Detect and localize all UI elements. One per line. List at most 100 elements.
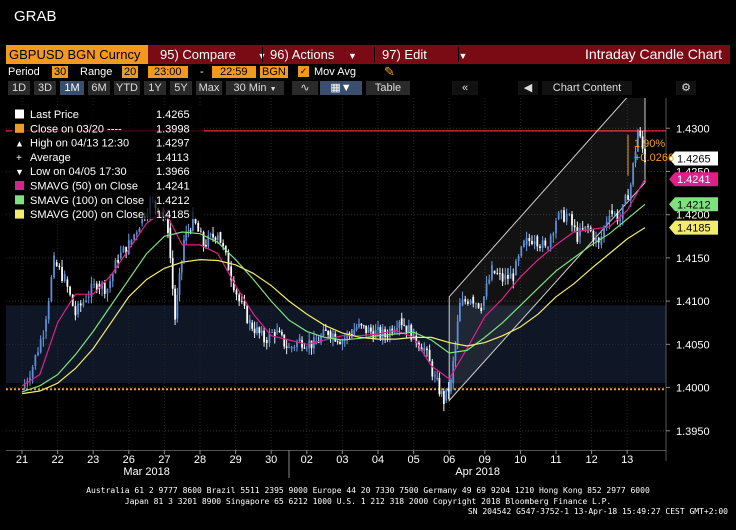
candle-body — [613, 212, 616, 214]
candle-body — [271, 331, 273, 333]
candle-body — [296, 341, 298, 347]
candle-body — [466, 301, 469, 304]
chevron-down-icon: ▼ — [458, 51, 468, 61]
line-chart-icon[interactable]: ∿ — [292, 81, 318, 95]
candle-body — [350, 334, 353, 335]
annotation-pct: 1.90% — [634, 138, 665, 150]
legend-label: Close on 03/20 ---- — [30, 123, 122, 135]
footer-copyright: Japan 81 3 3201 8900 Singapore 65 6212 1… — [124, 497, 612, 506]
x-group-label: Apr 2018 — [455, 466, 500, 478]
candle-body — [199, 231, 202, 233]
divider — [458, 47, 459, 62]
range-button-3d[interactable]: 3D — [34, 81, 56, 95]
candle-chart-icon[interactable]: ▦▼ — [320, 81, 362, 95]
candle-body — [496, 273, 499, 275]
pencil-icon[interactable]: ✎ — [384, 64, 395, 79]
legend-label: Low on 04/05 17:30 — [30, 166, 127, 178]
candle-body — [339, 342, 341, 344]
candle-body — [329, 331, 332, 339]
gear-icon[interactable]: ⚙ — [676, 81, 696, 95]
legend-label: SMAVG (100) on Close — [30, 195, 144, 207]
candle-body — [355, 327, 358, 330]
range-button-1d[interactable]: 1D — [8, 81, 30, 95]
candle-body — [573, 225, 576, 228]
candle-body — [106, 288, 109, 294]
end-time-field[interactable]: 22:59 — [212, 65, 256, 79]
price-tag — [669, 197, 718, 212]
chevron-down-icon: ▼ — [258, 51, 267, 61]
candle-body — [79, 303, 82, 306]
x-tick-label: 30 — [265, 454, 277, 466]
candle-body — [386, 335, 389, 338]
table-button[interactable]: Table — [366, 81, 410, 95]
actions-num: 96) — [270, 47, 289, 62]
candle-body — [178, 272, 181, 295]
candle-body — [183, 239, 185, 261]
candle-body — [47, 301, 50, 320]
candle-body — [85, 300, 87, 302]
chart-content-chevron-icon: ◀ — [518, 81, 538, 95]
range-field[interactable]: 20 — [122, 66, 139, 78]
range-button-1m[interactable]: 1M — [60, 81, 84, 95]
candle-body — [232, 280, 235, 291]
actions-menu[interactable]: 96) Actions ▼ — [270, 45, 357, 64]
interval-dropdown[interactable]: 30 Min ▼ — [226, 81, 284, 95]
edit-menu[interactable]: 97) Edit ▼ — [382, 45, 467, 64]
range-button-1y[interactable]: 1Y — [144, 81, 166, 95]
candle-body — [50, 277, 53, 302]
range-button-5y[interactable]: 5Y — [170, 81, 192, 95]
candle-body — [122, 246, 125, 253]
source-field[interactable]: BGN — [260, 66, 288, 78]
legend-swatch — [15, 209, 24, 219]
candle-body — [464, 299, 467, 302]
candle-body — [365, 325, 368, 333]
x-tick-label: 12 — [585, 454, 597, 466]
compare-menu[interactable]: 95) Compare ▼ — [160, 45, 266, 64]
ticker-field[interactable]: GBPUSD BGN Curncy — [6, 45, 148, 64]
candle-body — [23, 383, 26, 390]
candle-body — [600, 236, 603, 245]
candle-body — [42, 337, 45, 340]
start-time-field[interactable]: 23:00 — [148, 65, 188, 79]
candle-body — [263, 330, 265, 343]
candle-body — [39, 339, 42, 353]
candle-body — [238, 294, 241, 302]
candle-body — [141, 216, 144, 224]
range-button-max[interactable]: Max — [196, 81, 222, 95]
candle-body — [539, 246, 541, 249]
price-tags: 1.4265 1.4241 1.4212 1.4185 — [669, 151, 718, 235]
x-tick-label: 27 — [158, 454, 170, 466]
candle-body — [53, 255, 55, 278]
candle-body — [557, 212, 560, 219]
candle-body — [501, 273, 504, 282]
candle-body — [222, 242, 225, 246]
candle-body — [415, 335, 418, 343]
candle-body — [258, 327, 261, 334]
candle-body — [280, 332, 283, 335]
candle-body — [71, 294, 74, 307]
chart-content-button[interactable]: Chart Content — [542, 81, 632, 95]
x-tick-label: 29 — [229, 454, 241, 466]
collapse-left-icon[interactable]: « — [452, 81, 478, 95]
candle-body — [438, 377, 441, 395]
x-tick-label: 28 — [194, 454, 206, 466]
range-button-ytd[interactable]: YTD — [114, 81, 140, 95]
candle-body — [491, 265, 493, 280]
candle-body — [472, 296, 475, 304]
candle-body — [367, 327, 370, 333]
range-button-6m[interactable]: 6M — [88, 81, 110, 95]
divider — [262, 47, 263, 62]
legend-label: SMAVG (200) on Close — [30, 209, 144, 221]
candle-body — [227, 252, 230, 271]
period-field[interactable]: 30 — [52, 66, 69, 78]
candle-body — [517, 256, 520, 261]
candle-body — [171, 257, 174, 289]
mov-avg-checkbox[interactable]: ✓ — [298, 66, 309, 77]
legend-value: 1.4241 — [156, 181, 190, 193]
legend-value: 1.3998 — [156, 123, 190, 135]
candle-body — [45, 319, 47, 332]
range-label: Range — [80, 66, 113, 78]
candle-body — [469, 300, 472, 304]
candle-body — [515, 260, 517, 276]
candle-body — [608, 215, 611, 222]
